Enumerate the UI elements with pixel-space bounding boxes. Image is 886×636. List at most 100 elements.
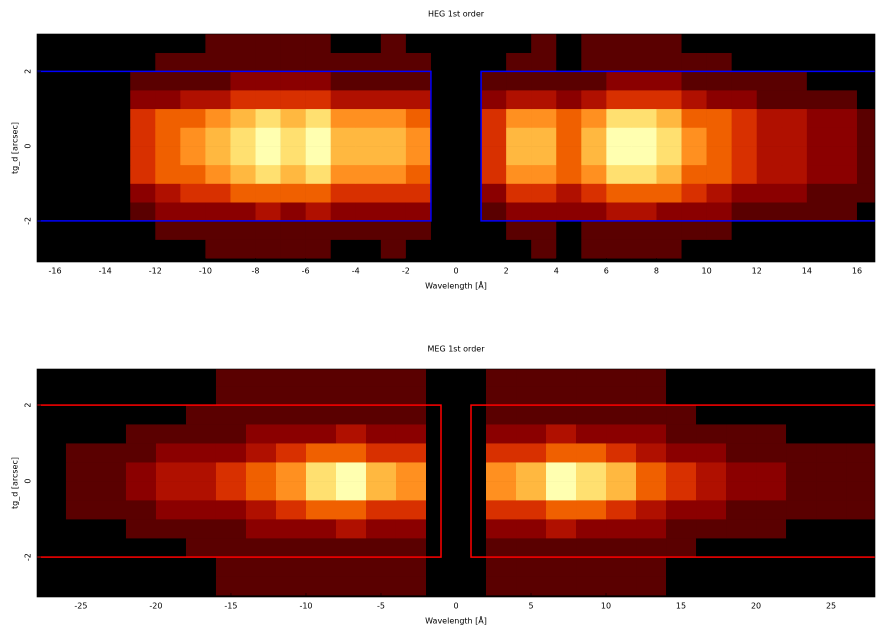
heat-cell	[486, 424, 517, 444]
heat-cell	[506, 52, 532, 72]
heat-cell	[576, 557, 607, 577]
heat-cell	[606, 405, 637, 425]
heat-cell	[205, 34, 231, 53]
heat-cell	[456, 386, 487, 406]
heat-cell	[305, 146, 332, 166]
heat-cell	[846, 462, 875, 482]
heat-cell	[546, 519, 577, 539]
heat-cell	[95, 576, 127, 596]
heat-cell	[155, 127, 181, 147]
heat-cell	[546, 557, 577, 577]
x-tick-label: 15	[676, 602, 686, 611]
heat-cell	[806, 71, 833, 91]
heat-cell	[706, 71, 732, 91]
heat-cell	[606, 443, 637, 463]
heat-cell	[831, 127, 858, 147]
heat-cell	[395, 500, 427, 520]
heat-cell	[215, 386, 247, 406]
heat-cell	[105, 239, 131, 259]
heat-cell	[185, 538, 217, 558]
heat-cell	[786, 443, 817, 463]
heat-cell	[405, 71, 432, 91]
heat-cell	[430, 71, 457, 91]
heat-cell	[516, 500, 547, 520]
x-tick-label: -4	[352, 267, 360, 276]
heat-cell	[656, 220, 682, 240]
heat-cell	[806, 108, 833, 128]
heat-cell	[280, 34, 306, 53]
heat-cell	[681, 52, 707, 72]
heat-cell	[756, 500, 787, 520]
heat-cell	[856, 108, 875, 128]
heat-cell	[846, 386, 875, 406]
heat-cell	[656, 71, 682, 91]
heat-cell	[430, 183, 457, 203]
heat-cell	[230, 90, 256, 110]
heat-cell	[656, 239, 682, 259]
heat-cell	[531, 127, 557, 147]
heat-cell	[205, 146, 231, 166]
heat-cell	[481, 71, 507, 91]
heat-cell	[606, 108, 632, 128]
heat-cell	[380, 108, 407, 128]
heat-cell	[155, 443, 187, 463]
heat-cell	[731, 108, 758, 128]
x-tick-label: 0	[453, 602, 458, 611]
heat-cell	[280, 239, 306, 259]
heat-cell	[37, 183, 56, 203]
x-tick-label: -16	[49, 267, 62, 276]
heat-cell	[731, 146, 758, 166]
heat-cell	[546, 462, 577, 482]
heat-cell	[606, 34, 632, 53]
heat-cell	[55, 34, 81, 53]
heat-cell	[255, 34, 281, 53]
heat-cell	[185, 424, 217, 444]
heat-cell	[365, 462, 397, 482]
heat-cell	[180, 34, 206, 53]
heat-cell	[781, 146, 808, 166]
heat-cell	[65, 424, 97, 444]
heat-cell	[656, 108, 682, 128]
heat-cell	[631, 108, 657, 128]
heat-cell	[245, 462, 277, 482]
heat-cell	[576, 481, 607, 501]
heat-cell	[456, 557, 487, 577]
heat-cell	[456, 164, 482, 184]
heat-cell	[230, 202, 256, 222]
heat-cell	[280, 146, 306, 166]
heat-cell	[531, 52, 557, 72]
x-tick-label: -6	[302, 267, 310, 276]
heat-cell	[125, 462, 157, 482]
heat-cell	[636, 576, 667, 596]
heat-cell	[125, 481, 157, 501]
heat-cell	[305, 386, 337, 406]
heat-cell	[395, 462, 427, 482]
x-tick-label: 14	[802, 267, 812, 276]
heat-cell	[95, 557, 127, 577]
heat-cell	[355, 34, 382, 53]
heat-cell	[576, 500, 607, 520]
heat-cell	[395, 386, 427, 406]
heat-cell	[576, 462, 607, 482]
heat-cell	[856, 164, 875, 184]
heat-cell	[781, 52, 808, 72]
heat-cell	[606, 220, 632, 240]
heat-cell	[556, 202, 582, 222]
heat-cell	[80, 239, 106, 259]
heat-cell	[155, 538, 187, 558]
heat-cell	[816, 519, 847, 539]
heat-cell	[185, 500, 217, 520]
heat-cell	[305, 239, 332, 259]
heat-cell	[856, 146, 875, 166]
heat-cell	[245, 557, 277, 577]
heat-cell	[706, 183, 732, 203]
heat-cell	[255, 127, 281, 147]
heat-cell	[305, 52, 332, 72]
heat-cell	[456, 108, 482, 128]
heat-cell	[681, 202, 707, 222]
heat-cell	[395, 557, 427, 577]
heat-cell	[516, 538, 547, 558]
heat-cell	[606, 557, 637, 577]
heat-cell	[65, 405, 97, 425]
heat-cell	[155, 202, 181, 222]
